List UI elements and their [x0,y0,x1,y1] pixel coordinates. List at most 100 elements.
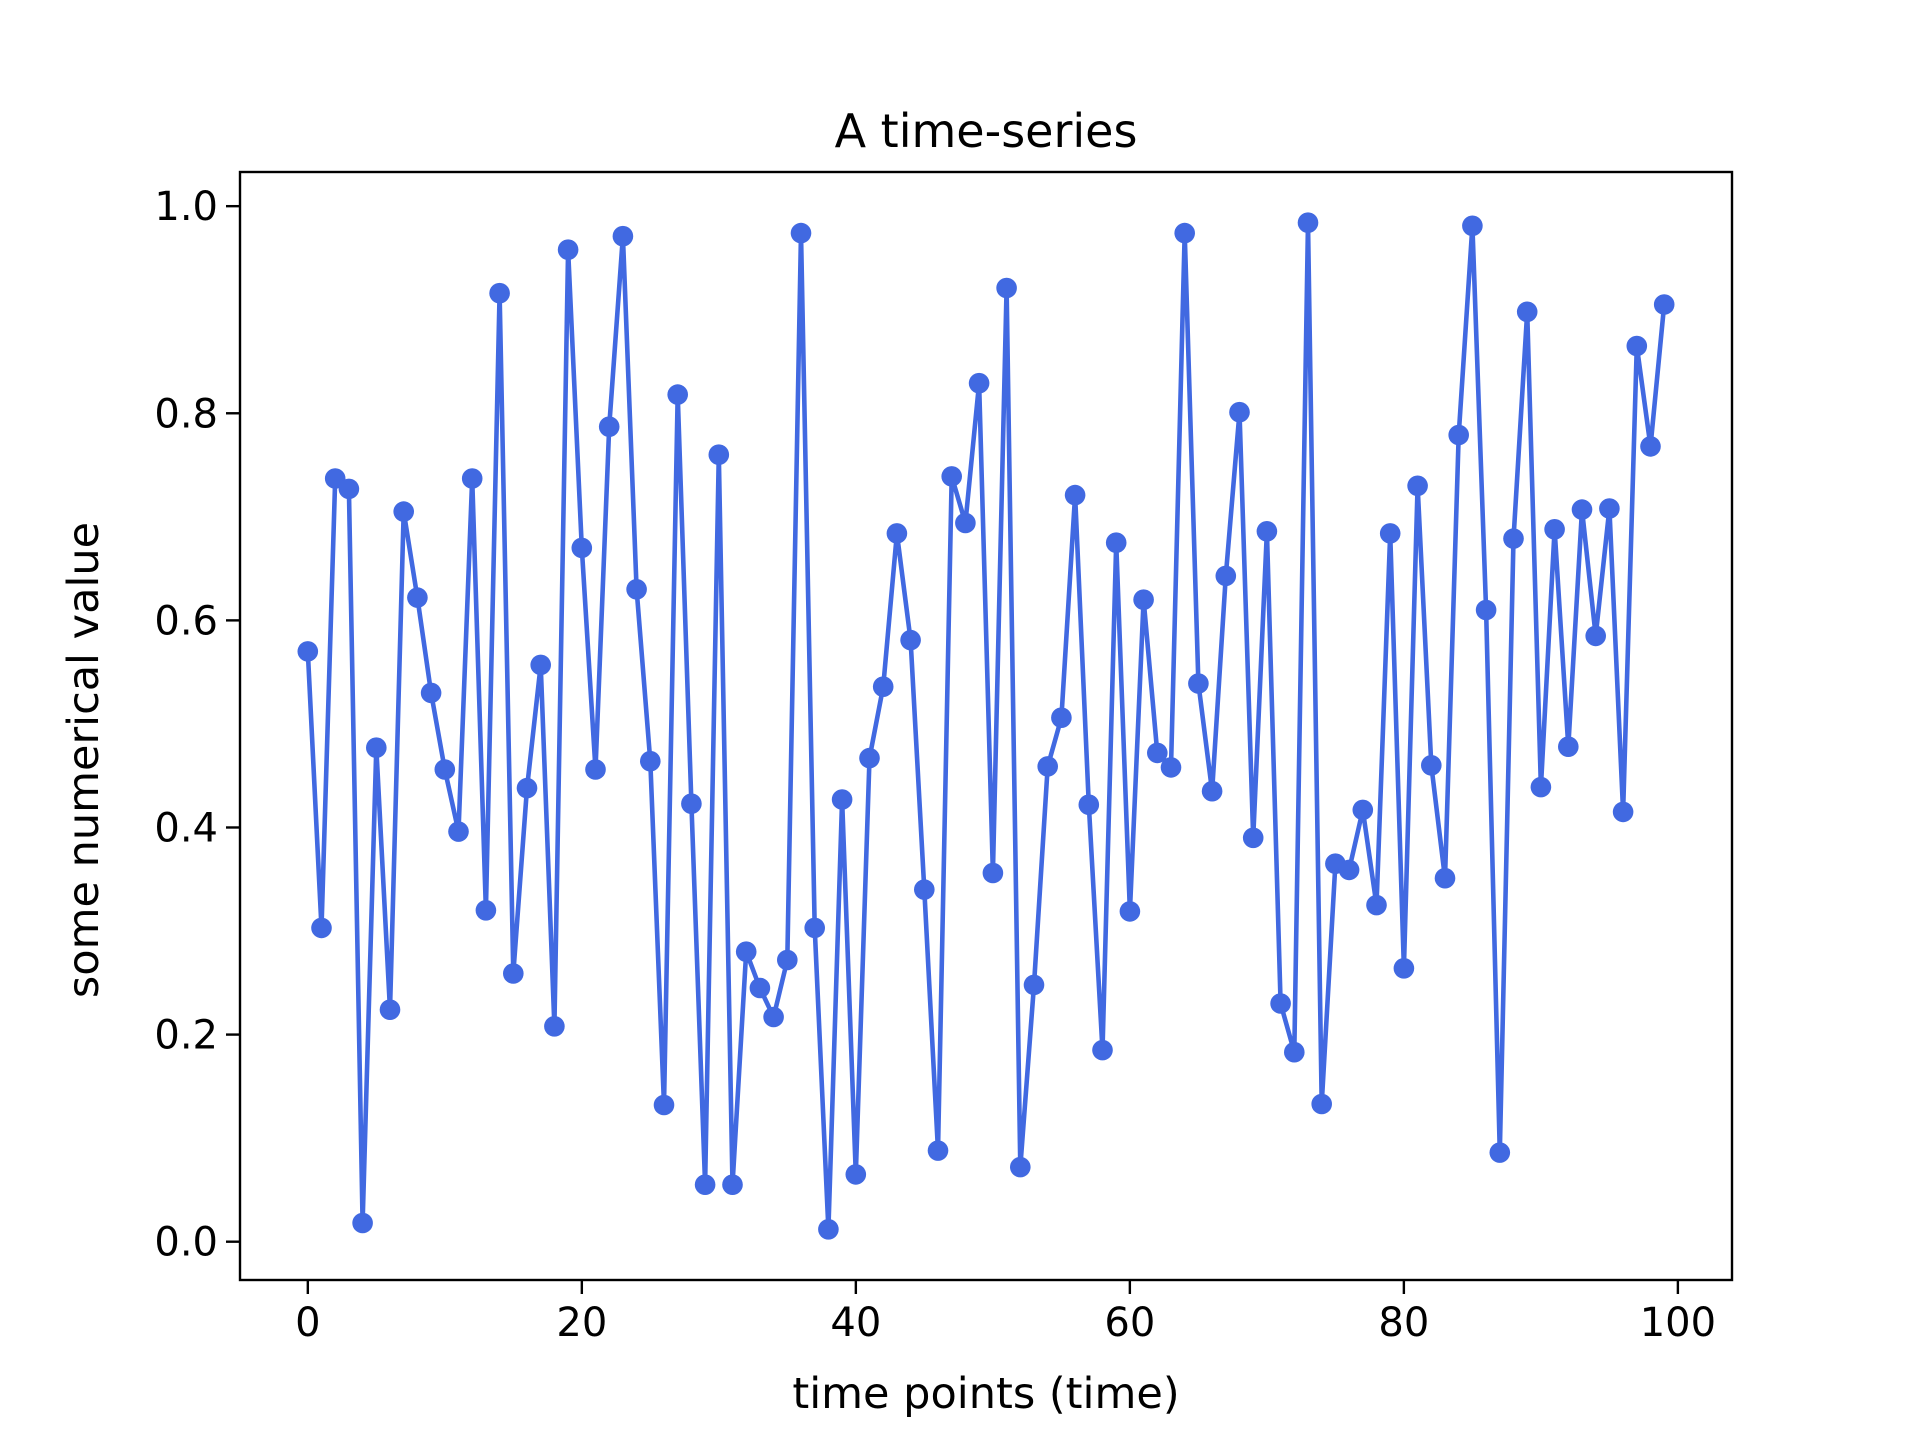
x-tick-label: 80 [1378,1300,1429,1346]
data-point-marker [1626,335,1648,357]
data-point-marker [735,941,757,962]
data-point-marker [886,523,908,544]
data-point-marker [722,1174,743,1195]
data-point-marker [1119,901,1141,922]
data-point-marker [1105,532,1127,553]
data-point-marker [1133,589,1154,610]
data-point-marker [845,1164,867,1185]
data-point-marker [311,917,332,939]
data-point-marker [297,641,319,662]
data-point-marker [1379,523,1401,544]
data-point-marker [1612,801,1634,823]
data-point-marker [763,1006,784,1028]
data-point-marker [927,1140,949,1161]
data-point-marker [1475,599,1497,621]
data-point-marker [1434,867,1456,889]
data-point-marker [1147,742,1168,764]
data-point-marker [1297,212,1319,233]
data-point-marker [804,917,825,939]
y-axis-label: some numerical value [59,522,109,998]
data-point-marker [1284,1041,1305,1063]
data-point-marker [557,239,579,260]
data-point-marker [489,282,510,304]
data-point-marker [831,789,853,810]
data-point-marker [1653,294,1675,315]
y-tick-label: 0.0 [154,1220,218,1266]
data-point-marker [1201,780,1223,802]
data-point-marker [379,999,401,1020]
data-point-marker [1599,498,1620,519]
data-series [297,212,1675,1240]
data-point-marker [996,277,1017,299]
data-point-marker [640,750,661,772]
data-point-marker [1489,1142,1511,1163]
data-point-marker [1064,484,1086,506]
x-axis-label: time points (time) [792,1369,1179,1419]
data-point-marker [694,1174,716,1195]
data-point-marker [1092,1039,1113,1061]
data-point-marker [1188,673,1209,694]
y-tick-label: 1.0 [154,184,218,230]
data-point-marker [1407,475,1428,497]
data-point-marker [434,759,456,780]
data-point-marker [1585,625,1606,647]
data-point-marker [1462,215,1483,237]
data-point-marker [1160,757,1182,778]
data-point-marker [914,879,935,900]
y-axis-ticks: 0.0 0.2 0.4 0.6 0.8 1.0 [154,184,240,1266]
data-point-marker [859,747,880,769]
data-point-marker [1530,776,1552,798]
data-point-marker [955,512,976,534]
data-point-marker [1366,894,1387,916]
data-point-marker [530,654,551,676]
data-point-marker [1270,993,1291,1014]
data-point-marker [598,416,620,438]
y-tick-label: 0.6 [154,598,218,644]
data-point-marker [1051,707,1072,728]
data-point-marker [544,1016,565,1037]
data-point-marker [653,1094,675,1116]
data-point-marker [448,821,469,842]
data-point-marker [900,629,921,651]
data-point-marker [790,222,812,244]
data-point-marker [393,501,415,522]
data-point-marker [585,759,606,780]
data-point-marker [1010,1156,1031,1178]
data-point-marker [681,793,702,814]
data-point-marker [612,225,634,247]
data-point-marker [626,579,647,600]
data-point-marker [968,372,990,394]
data-point-marker [503,963,524,984]
data-point-marker [407,587,428,608]
data-point-marker [982,862,1004,884]
y-tick-label: 0.8 [154,391,218,437]
data-point-marker [1393,958,1415,979]
data-line [305,220,1667,1232]
data-point-marker [1571,499,1593,520]
data-point-marker [667,384,688,405]
data-point-marker [1174,222,1195,244]
data-point-marker [708,444,730,466]
data-point-marker [872,676,894,697]
data-point-marker [338,478,360,500]
data-point-marker [461,468,483,489]
data-point-marker [1338,859,1360,881]
data-point-marker [475,900,497,921]
data-point-marker [516,777,538,799]
x-axis-ticks: 0 20 40 60 80 100 [295,1280,1716,1346]
data-point-marker [1242,827,1264,849]
data-point-marker [366,737,387,758]
data-point-marker [777,949,798,971]
x-tick-label: 100 [1640,1300,1716,1346]
data-point-marker [749,977,771,999]
x-tick-label: 40 [830,1300,881,1346]
data-point-marker [420,682,442,704]
x-tick-label: 60 [1104,1300,1155,1346]
data-point-marker [1256,521,1278,542]
data-point-marker [1352,799,1374,821]
data-point-marker [1544,519,1565,540]
data-point-marker [1078,794,1100,815]
x-tick-label: 20 [556,1300,607,1346]
